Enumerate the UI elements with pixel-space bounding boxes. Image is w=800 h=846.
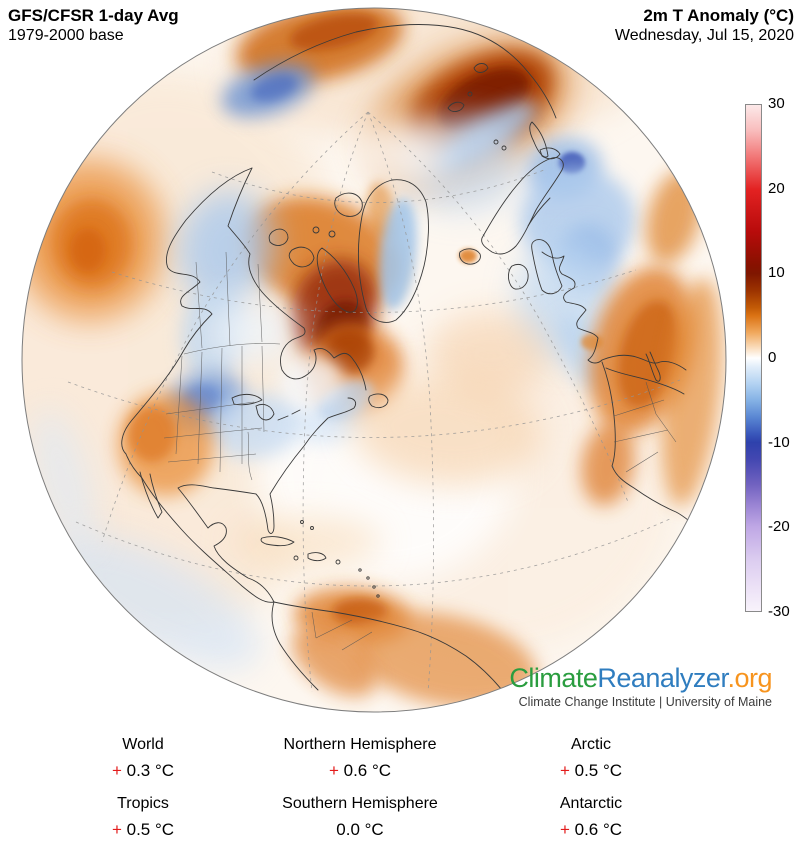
header-left: GFS/CFSR 1-day Avg 1979-2000 base [8, 5, 179, 46]
logo-wordmark: ClimateReanalyzer.org [509, 663, 772, 694]
header-right: 2m T Anomaly (°C) Wednesday, Jul 15, 202… [615, 5, 794, 46]
colorbar-tick-label: 20 [768, 179, 785, 197]
logo-org: .org [727, 663, 772, 693]
colorbar-tick-label: 10 [768, 264, 785, 282]
stat-value: + 0.5 °C [559, 761, 623, 780]
dataset-title: GFS/CFSR 1-day Avg [8, 6, 179, 25]
anomaly-sign: + [111, 820, 122, 839]
stat-label: Tropics [117, 795, 169, 812]
stat-tropics: Tropics + 0.5 °C [43, 793, 243, 841]
coastlines [121, 24, 697, 691]
stat-arctic: Arctic + 0.5 °C [491, 734, 691, 782]
baseline-subtitle: 1979-2000 base [8, 27, 124, 45]
stat-world: World + 0.3 °C [43, 734, 243, 782]
stat-northern-hemisphere: Northern Hemisphere + 0.6 °C [220, 734, 500, 782]
stat-label: Arctic [571, 736, 611, 753]
stat-label: World [122, 736, 164, 753]
date-subtitle: Wednesday, Jul 15, 2020 [614, 27, 794, 45]
institute-subtitle: Climate Change Institute | University of… [518, 694, 772, 709]
anomaly-sign: + [328, 761, 339, 780]
anomaly-field [22, 8, 723, 709]
colorbar [745, 104, 762, 612]
anomaly-sign: + [111, 761, 122, 780]
colorbar-tick-label: -30 [768, 603, 790, 620]
logo-reanalyzer: Reanalyzer [597, 663, 728, 693]
stat-value: + 0.5 °C [111, 820, 175, 839]
stat-label: Southern Hemisphere [282, 795, 438, 812]
stat-label: Northern Hemisphere [283, 736, 437, 753]
stat-value: + 0.3 °C [111, 761, 175, 780]
colorbar-tick-label: 30 [768, 95, 785, 112]
stat-antarctic: Antarctic + 0.6 °C [491, 793, 691, 841]
variable-title: 2m T Anomaly (°C) [643, 6, 794, 25]
logo-link[interactable]: ClimateReanalyzer.org Climate Change Ins… [509, 663, 772, 709]
globe-anomaly-map [21, 7, 727, 713]
stat-label: Antarctic [559, 795, 623, 812]
colorbar-tick-label: 0 [768, 349, 777, 366]
anomaly-sign: + [559, 820, 570, 839]
graticule [67, 111, 681, 693]
logo-climate: Climate [509, 663, 598, 693]
stat-southern-hemisphere: Southern Hemisphere 0.0 °C [220, 793, 500, 841]
stat-value: 0.0 °C [336, 820, 384, 839]
colorbar-tick-label: -10 [768, 433, 790, 451]
stat-value: + 0.6 °C [559, 820, 623, 839]
anomaly-sign: + [559, 761, 570, 780]
globe-rim [21, 7, 727, 713]
political-borders [163, 251, 677, 651]
stat-value: + 0.6 °C [328, 761, 392, 780]
colorbar-tick-label: -20 [768, 518, 790, 536]
